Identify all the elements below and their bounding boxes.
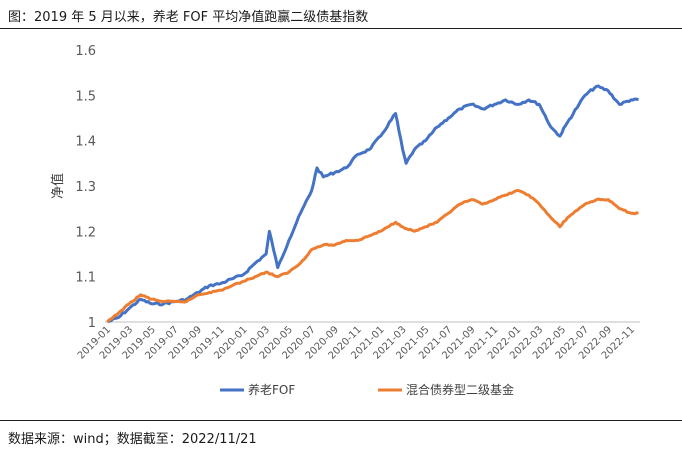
- series-line-bond-fund: [106, 189, 639, 323]
- y-tick-label: 1.6: [75, 44, 96, 59]
- legend-label: 混合债券型二级基金: [406, 382, 514, 397]
- y-tick-label: 1.2: [75, 225, 96, 240]
- top-divider: [0, 28, 682, 29]
- y-axis-label: 净值: [50, 173, 66, 199]
- y-tick-label: 1: [88, 316, 96, 331]
- data-source-note: 数据来源：wind；数据截至：2022/11/21: [8, 432, 257, 447]
- series-line-pension-fof: [106, 84, 640, 324]
- y-tick-label: 1.3: [75, 180, 96, 195]
- y-tick-label: 1.1: [75, 271, 96, 286]
- y-tick-label: 1.5: [75, 89, 96, 104]
- bottom-divider: [0, 420, 682, 421]
- figure-title: 图：2019 年 5 月以来，养老 FOF 平均净值跑赢二级债基指数: [8, 10, 369, 25]
- legend-label: 养老FOF: [248, 382, 295, 397]
- y-tick-label: 1.4: [75, 135, 96, 150]
- nav-line-chart: 净值 11.11.21.31.41.51.6 2019-012019-03201…: [50, 44, 640, 397]
